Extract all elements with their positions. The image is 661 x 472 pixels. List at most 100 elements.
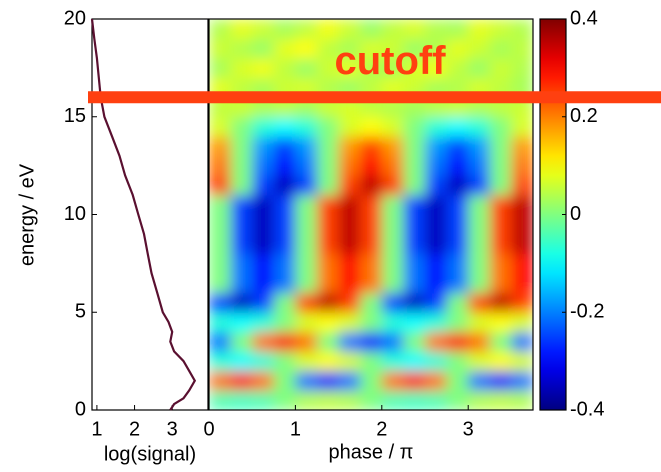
heatmap-cell — [317, 331, 340, 352]
heatmap-cell — [338, 273, 361, 294]
heatmap-cell — [338, 351, 361, 372]
heatmap-cell — [425, 19, 448, 40]
heatmap-cell — [511, 234, 533, 255]
heatmap-cell — [511, 19, 533, 40]
heatmap-cell — [338, 136, 361, 157]
y-tick-label: 10 — [64, 203, 86, 225]
heatmap-cell — [489, 370, 512, 391]
heatmap-cell — [511, 214, 533, 235]
heatmap-cell — [511, 312, 533, 333]
heatmap-cell — [252, 136, 275, 157]
heatmap-cell — [489, 292, 512, 313]
heatmap-cell — [230, 312, 253, 333]
heatmap-cell — [230, 175, 253, 196]
heatmap-cell — [446, 19, 469, 40]
heatmap-cell — [425, 312, 448, 333]
heatmap-cell — [252, 116, 275, 137]
x-tick-label: 1 — [290, 418, 301, 440]
heatmap-cell — [273, 390, 296, 410]
heatmap-cell — [252, 273, 275, 294]
heatmap-cell — [425, 370, 448, 391]
heatmap-cell — [295, 331, 318, 352]
heatmap-cell — [425, 292, 448, 313]
heatmap-cell — [338, 194, 361, 215]
heatmap-cell — [317, 273, 340, 294]
heatmap-cell — [425, 351, 448, 372]
heatmap-cell — [360, 331, 383, 352]
colorbar-tick-label: 0.2 — [570, 105, 598, 127]
heatmap-cell — [317, 292, 340, 313]
heatmap-cell — [446, 273, 469, 294]
heatmap-cell — [468, 19, 491, 40]
heatmap-cell — [360, 292, 383, 313]
heatmap-cell — [425, 331, 448, 352]
heatmap-cell — [381, 214, 404, 235]
heatmap-cell — [317, 351, 340, 372]
x-tick-label: 3 — [167, 418, 178, 440]
heatmap-cell — [317, 234, 340, 255]
heatmap-cell — [230, 194, 253, 215]
heatmap-cell — [360, 253, 383, 274]
heatmap-cell — [273, 292, 296, 313]
heatmap-cell — [446, 175, 469, 196]
heatmap-cell — [252, 175, 275, 196]
heatmap-cell — [511, 175, 533, 196]
heatmap-cell — [425, 194, 448, 215]
heatmap-cell — [230, 38, 253, 59]
heatmap-cell — [381, 58, 404, 79]
heatmap-cell — [468, 194, 491, 215]
heatmap-cell — [468, 38, 491, 59]
y-tick-label: 5 — [75, 301, 86, 323]
heatmap-cell — [209, 194, 232, 215]
heatmap-cell — [295, 390, 318, 410]
heatmap-cell — [295, 273, 318, 294]
heatmap-cell — [381, 116, 404, 137]
heatmap-cell — [511, 351, 533, 372]
heatmap-cell — [230, 292, 253, 313]
heatmap-cell — [425, 214, 448, 235]
heatmap-cell — [209, 292, 232, 313]
heatmap-cell — [230, 136, 253, 157]
plot-frame — [208, 18, 534, 411]
heatmap-cell — [252, 58, 275, 79]
x-tick-label: 2 — [129, 418, 140, 440]
heatmap-cell — [338, 19, 361, 40]
heatmap-cell — [511, 194, 533, 215]
heatmap-cell — [338, 58, 361, 79]
heatmap-cell — [403, 351, 426, 372]
heatmap-cell — [252, 292, 275, 313]
heatmap-cell — [381, 234, 404, 255]
heatmap-cell — [317, 214, 340, 235]
heatmap-cell — [425, 155, 448, 176]
heatmap-cell — [360, 214, 383, 235]
heatmap-cell — [403, 312, 426, 333]
heatmap-cell — [209, 234, 232, 255]
heatmap-cell — [468, 136, 491, 157]
heatmap-cell — [295, 38, 318, 59]
heatmap-cell — [446, 253, 469, 274]
heatmap-cell — [446, 194, 469, 215]
heatmap-cell — [338, 292, 361, 313]
colorbar-tick-label: -0.2 — [570, 301, 604, 323]
heatmap-cell — [468, 58, 491, 79]
heatmap-cell — [489, 38, 512, 59]
heatmap-cell — [338, 312, 361, 333]
heatmap-cell — [381, 38, 404, 59]
heatmap-cell — [403, 194, 426, 215]
heatmap-cell — [511, 136, 533, 157]
heatmap-cell — [317, 116, 340, 137]
heatmap-cell — [381, 19, 404, 40]
heatmap-cell — [295, 175, 318, 196]
heatmap-cell — [446, 136, 469, 157]
heatmap-cell — [230, 273, 253, 294]
heatmap-cell — [425, 273, 448, 294]
heatmap-cell — [252, 19, 275, 40]
signal-line — [90, 18, 197, 411]
heatmap-cell — [489, 351, 512, 372]
heatmap-cell — [489, 390, 512, 410]
heatmap-cell — [511, 273, 533, 294]
heatmap-cell — [360, 370, 383, 391]
heatmap-cell — [338, 234, 361, 255]
heatmap-cell — [403, 214, 426, 235]
heatmap-cell — [403, 38, 426, 59]
